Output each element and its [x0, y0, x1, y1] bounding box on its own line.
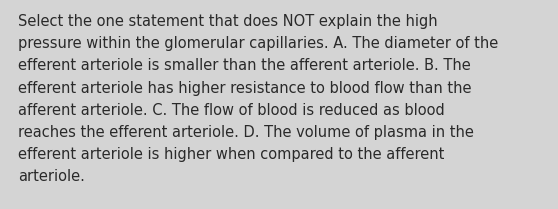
Text: pressure within the glomerular capillaries. A. The diameter of the: pressure within the glomerular capillari… — [18, 36, 498, 51]
Text: efferent arteriole is higher when compared to the afferent: efferent arteriole is higher when compar… — [18, 147, 444, 162]
Text: reaches the efferent arteriole. D. The volume of plasma in the: reaches the efferent arteriole. D. The v… — [18, 125, 474, 140]
Text: efferent arteriole has higher resistance to blood flow than the: efferent arteriole has higher resistance… — [18, 81, 472, 96]
Text: arteriole.: arteriole. — [18, 169, 85, 184]
Text: Select the one statement that does NOT explain the high: Select the one statement that does NOT e… — [18, 14, 437, 29]
Text: efferent arteriole is smaller than the afferent arteriole. B. The: efferent arteriole is smaller than the a… — [18, 58, 471, 73]
Text: afferent arteriole. C. The flow of blood is reduced as blood: afferent arteriole. C. The flow of blood… — [18, 103, 445, 118]
